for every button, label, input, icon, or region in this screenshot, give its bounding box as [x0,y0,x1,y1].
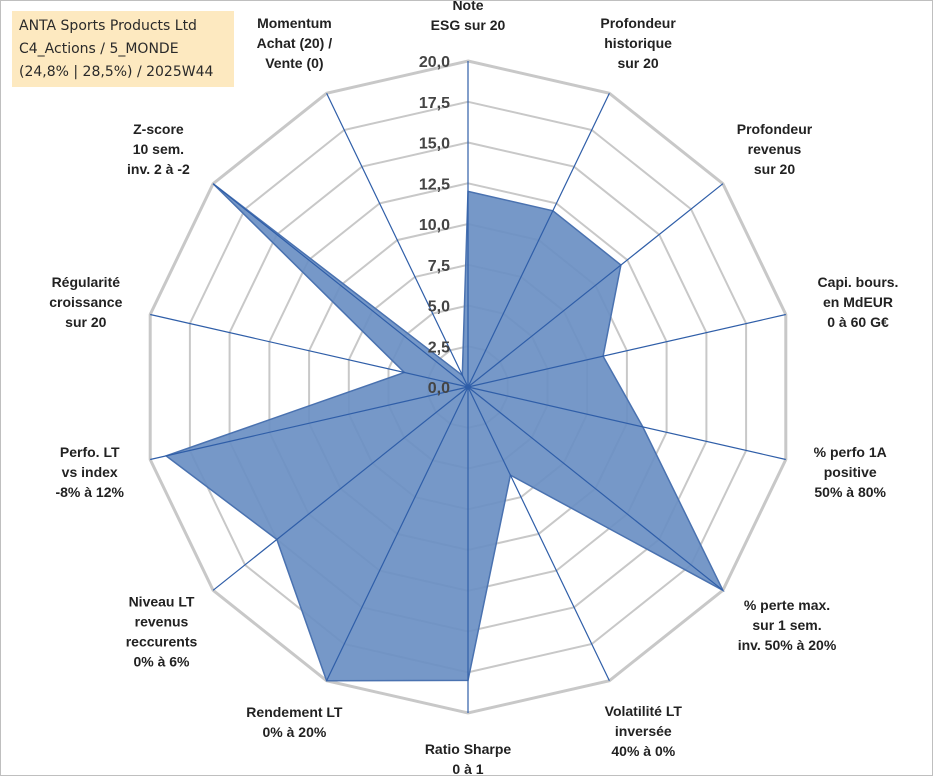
axis-label-line: 0% à 6% [133,653,190,669]
axis-label-line: revenus [135,613,189,629]
info-box: ANTA Sports Products Ltd C4_Actions / 5_… [12,11,234,87]
axis-label-line: sur 20 [65,314,106,330]
axis-label-line: Volatilité LT [605,703,683,719]
axis-label-line: inv. 2 à -2 [127,161,190,177]
axis-spoke [150,386,469,461]
axis-label: Volatilité LT inversée 40% à 0% [605,703,683,759]
axis-label: % perfo 1A positive 50% à 80% [814,444,887,500]
axis-label-line: vs index [62,464,118,480]
axis-label-line: croissance [49,294,122,310]
axis-label: % perte max. sur 1 sem. inv. 50% à 20% [738,597,837,653]
axis-label: Rendement LT 0% à 20% [246,704,343,740]
axis-label-line: Momentum [257,15,332,31]
axis-label-line: reccurents [126,633,198,649]
axis-spoke [467,93,610,388]
axis-label-line: 0% à 20% [262,724,326,740]
tick-label: 20,0 [419,54,450,71]
axis-label: Niveau LT revenus reccurents 0% à 6% [126,593,198,669]
axis-label-line: Profondeur [600,15,676,31]
tick-label: 5,0 [428,299,450,316]
axis-label-line: inversée [615,723,672,739]
axis-label: Z-score 10 sem. inv. 2 à -2 [127,121,190,177]
company-name: ANTA Sports Products Ltd [19,18,197,34]
axis-label-line: Note [452,1,483,13]
axis-spoke [467,183,724,388]
axis-label-line: Profondeur [737,121,813,137]
axis-label-line: sur 20 [617,55,658,71]
axis-label: Capi. bours. en MdEUR 0 à 60 G€ [818,274,899,330]
axis-label-line: Niveau LT [129,593,195,609]
axis-label-line: % perte max. [744,597,830,613]
axis-label-line: -8% à 12% [55,484,124,500]
axis-label: Profondeur historique sur 20 [600,15,676,71]
tick-label: 10,0 [419,217,450,234]
axis-label-line: 0 à 1 [452,761,483,777]
category-label: C4_Actions / 5_MONDE [19,41,179,57]
tick-label: 7,5 [428,258,450,275]
tick-label: 0,0 [428,380,450,397]
tick-label: 17,5 [419,95,450,112]
axis-label-line: 10 sem. [133,141,184,157]
axis-label: Ratio Sharpe 0 à 1 [425,741,512,777]
axis-spoke [212,183,469,388]
axis-label-line: positive [824,464,877,480]
axis-spoke [467,313,786,388]
axis-label-line: 50% à 80% [814,484,886,500]
axis-spoke [467,386,610,681]
axis-label-line: % perfo 1A [814,444,887,460]
axis-label-line: Achat (20) / [257,35,333,51]
axis-label-line: en MdEUR [823,294,893,310]
axis-label-line: Rendement LT [246,704,343,720]
axis-label: Régularité croissance sur 20 [49,274,122,330]
axis-label-line: inv. 50% à 20% [738,637,837,653]
axis-label: Perfo. LT vs index -8% à 12% [55,444,124,500]
axis-label-line: Capi. bours. [818,274,899,290]
axis-spoke [150,313,469,388]
axis-spoke [326,93,469,388]
axis-label-line: revenus [748,141,802,157]
axis-label-line: sur 1 sem. [752,617,821,633]
axis-label-line: sur 20 [754,161,795,177]
axis-label-line: 40% à 0% [611,743,675,759]
axis-label: Profondeur revenus sur 20 [737,121,813,177]
axis-spoke [326,386,469,681]
axis-label-line: Perfo. LT [60,444,120,460]
axis-label-line: Régularité [52,274,121,290]
axis-label-line: Ratio Sharpe [425,741,512,757]
axis-spoke [467,386,724,591]
axis-spoke [212,386,469,591]
axis-label-line: 0 à 60 G€ [827,314,889,330]
tick-label: 2,5 [428,339,450,356]
axis-label-line: Z-score [133,121,184,137]
axis-label-line: Vente (0) [265,55,323,71]
axis-label-line: historique [604,35,672,51]
stats-label: (24,8% | 28,5%) / 2025W44 [19,64,214,80]
axis-spoke [467,386,786,461]
axis-label-line: ESG sur 20 [431,17,506,33]
axis-label: Momentum Achat (20) / Vente (0) [257,15,333,71]
tick-label: 15,0 [419,136,450,153]
tick-label: 12,5 [419,176,450,193]
axis-label: Note ESG sur 20 [431,1,506,33]
